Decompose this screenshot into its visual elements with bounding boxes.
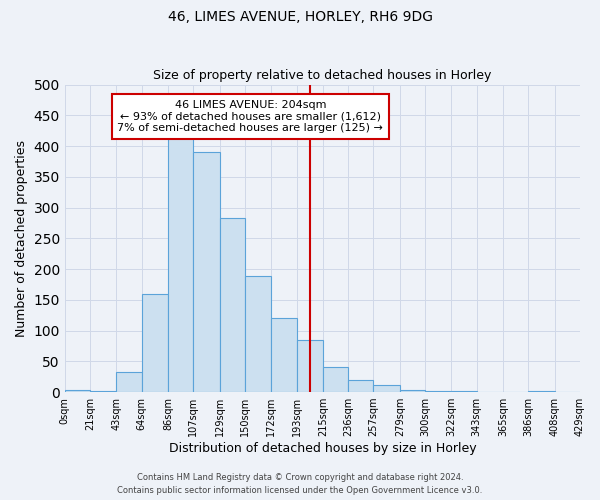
Bar <box>168 138 193 392</box>
Bar <box>65 390 90 392</box>
Bar <box>323 368 348 392</box>
Bar <box>193 152 220 392</box>
Text: 46, LIMES AVENUE, HORLEY, RH6 9DG: 46, LIMES AVENUE, HORLEY, RH6 9DG <box>167 10 433 24</box>
Bar <box>296 340 323 392</box>
Bar <box>116 372 142 392</box>
Bar <box>220 218 245 392</box>
Title: Size of property relative to detached houses in Horley: Size of property relative to detached ho… <box>153 69 491 82</box>
Bar <box>90 391 116 392</box>
Text: 46 LIMES AVENUE: 204sqm
← 93% of detached houses are smaller (1,612)
7% of semi-: 46 LIMES AVENUE: 204sqm ← 93% of detache… <box>118 100 383 133</box>
Bar <box>373 384 400 392</box>
Bar <box>400 390 425 392</box>
Bar <box>245 276 271 392</box>
Bar <box>142 294 168 392</box>
Y-axis label: Number of detached properties: Number of detached properties <box>15 140 28 337</box>
Bar <box>348 380 373 392</box>
Text: Contains HM Land Registry data © Crown copyright and database right 2024.
Contai: Contains HM Land Registry data © Crown c… <box>118 474 482 495</box>
Bar <box>529 391 555 392</box>
Bar <box>271 318 296 392</box>
X-axis label: Distribution of detached houses by size in Horley: Distribution of detached houses by size … <box>169 442 476 455</box>
